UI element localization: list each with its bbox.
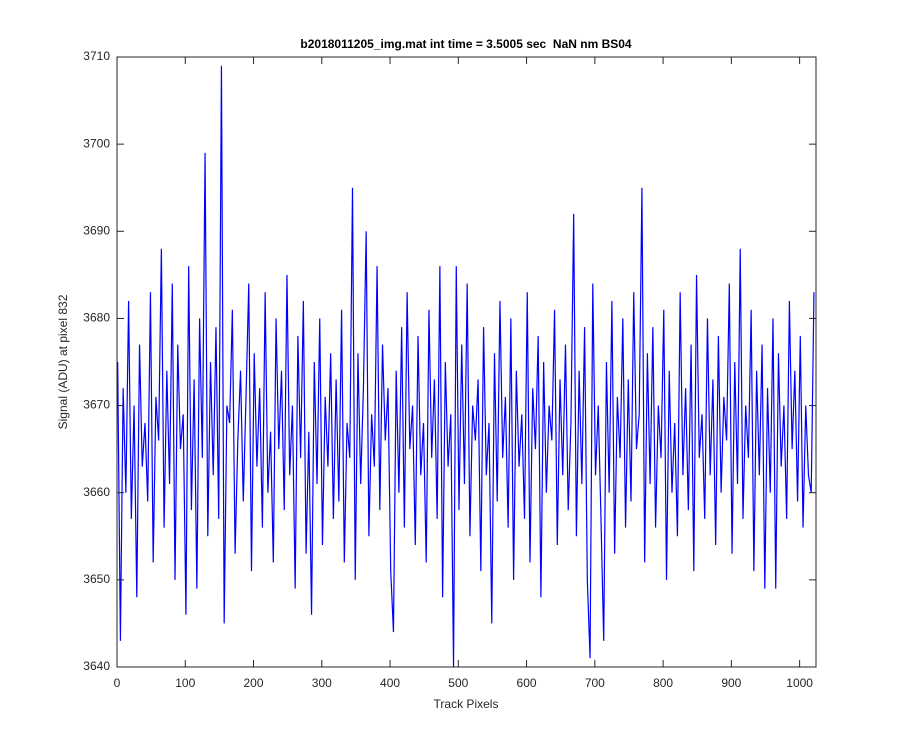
x-tick-label: 500 — [448, 676, 468, 690]
y-tick-label: 3660 — [83, 485, 110, 499]
x-tick-label: 700 — [585, 676, 605, 690]
y-tick-label: 3670 — [83, 398, 110, 412]
data-line — [117, 65, 815, 668]
x-tick-label: 1000 — [786, 676, 813, 690]
x-tick-label: 0 — [114, 676, 121, 690]
x-tick-label: 900 — [721, 676, 741, 690]
y-tick-label: 3700 — [83, 136, 110, 150]
x-axis-label: Track Pixels — [434, 697, 499, 711]
plot-box — [116, 56, 817, 668]
x-tick-label: 100 — [175, 676, 195, 690]
x-tick-label: 400 — [380, 676, 400, 690]
y-tick-label: 3690 — [83, 223, 110, 237]
y-tick-label: 3710 — [83, 49, 110, 63]
chart-title: b2018011205_img.mat int time = 3.5005 se… — [300, 37, 632, 51]
x-tick-label: 600 — [517, 676, 537, 690]
y-tick-label: 3680 — [83, 311, 110, 325]
y-tick-label: 3650 — [83, 572, 110, 586]
x-tick-label: 800 — [653, 676, 673, 690]
y-tick-label: 3640 — [83, 659, 110, 673]
x-tick-label: 200 — [244, 676, 264, 690]
x-tick-label: 300 — [312, 676, 332, 690]
y-axis-label: Signal (ADU) at pixel 832 — [56, 294, 70, 429]
